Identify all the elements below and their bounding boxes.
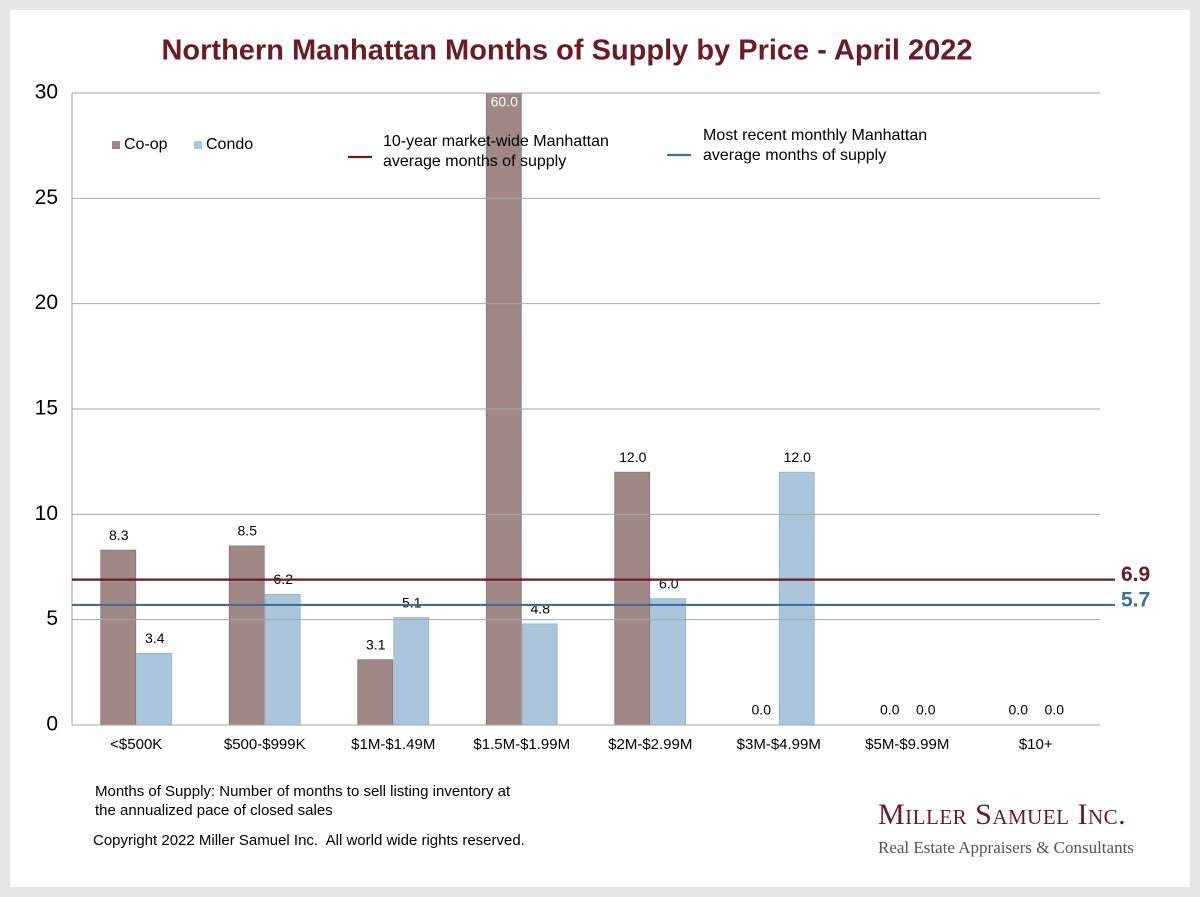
plot-area bbox=[100, 93, 815, 726]
footnote: Months of Supply: Number of months to se… bbox=[95, 783, 511, 819]
frame bbox=[10, 10, 1190, 887]
legend-entry: Condo bbox=[206, 136, 254, 153]
logo-tagline: Real Estate Appraisers & Consultants bbox=[878, 838, 1134, 857]
logo: Miller Samuel Inc. bbox=[878, 798, 1127, 831]
x-tick-label: $500-$999K bbox=[224, 736, 306, 753]
bar bbox=[100, 549, 137, 726]
x-tick-label: $10+ bbox=[1019, 736, 1053, 753]
legend-swatch bbox=[112, 141, 120, 149]
x-tick-label: $1.5M-$1.99M bbox=[473, 736, 570, 753]
data-label: 8.5 bbox=[238, 523, 258, 539]
copyright: Copyright 2022 Miller Samuel Inc. All wo… bbox=[93, 832, 525, 849]
y-tick-label: 20 bbox=[35, 291, 58, 314]
y-tick-label: 10 bbox=[35, 502, 58, 525]
legend-entry: Most recent monthly Manhattan average mo… bbox=[703, 127, 928, 164]
bar bbox=[650, 598, 687, 726]
x-tick-label: $1M-$1.49M bbox=[351, 736, 435, 753]
data-label: 60.0 bbox=[491, 94, 518, 110]
data-label: 0.0 bbox=[752, 702, 772, 718]
data-label: 3.4 bbox=[145, 630, 165, 646]
legend-entry: 10-year market-wide Manhattan average mo… bbox=[383, 133, 609, 170]
data-label: 12.0 bbox=[784, 449, 811, 465]
y-tick-label: 30 bbox=[35, 81, 58, 104]
y-tick-label: 0 bbox=[46, 713, 58, 736]
bar bbox=[228, 545, 265, 726]
data-label: 4.8 bbox=[531, 601, 551, 617]
y-tick-label: 5 bbox=[46, 607, 58, 630]
reference-label: 6.9 bbox=[1121, 563, 1150, 586]
bar bbox=[778, 471, 815, 726]
legend-entry: Co-op bbox=[124, 136, 168, 153]
reference-label: 5.7 bbox=[1121, 588, 1150, 611]
x-tick-label: $5M-$9.99M bbox=[865, 736, 949, 753]
x-tick-label: $2M-$2.99M bbox=[608, 736, 692, 753]
x-tick-label: $3M-$4.99M bbox=[737, 736, 821, 753]
data-label: 0.0 bbox=[880, 702, 900, 718]
x-tick-label: <$500K bbox=[110, 736, 162, 753]
data-label: 0.0 bbox=[1009, 702, 1029, 718]
chart-title: Northern Manhattan Months of Supply by P… bbox=[161, 35, 972, 67]
bar bbox=[357, 659, 394, 726]
data-label: 12.0 bbox=[619, 449, 646, 465]
legend-swatch bbox=[194, 141, 202, 149]
data-label: 0.0 bbox=[1045, 702, 1065, 718]
data-label: 6.0 bbox=[659, 575, 679, 591]
data-label: 3.1 bbox=[366, 636, 386, 652]
bar bbox=[136, 652, 173, 726]
bar bbox=[264, 593, 301, 726]
bar bbox=[521, 623, 558, 726]
bar bbox=[614, 471, 651, 726]
data-label: 8.3 bbox=[109, 527, 129, 543]
data-label: 5.1 bbox=[402, 594, 422, 610]
y-tick-label: 25 bbox=[35, 186, 58, 209]
data-label: 0.0 bbox=[916, 702, 936, 718]
bar bbox=[393, 617, 430, 726]
y-tick-label: 15 bbox=[35, 397, 58, 420]
